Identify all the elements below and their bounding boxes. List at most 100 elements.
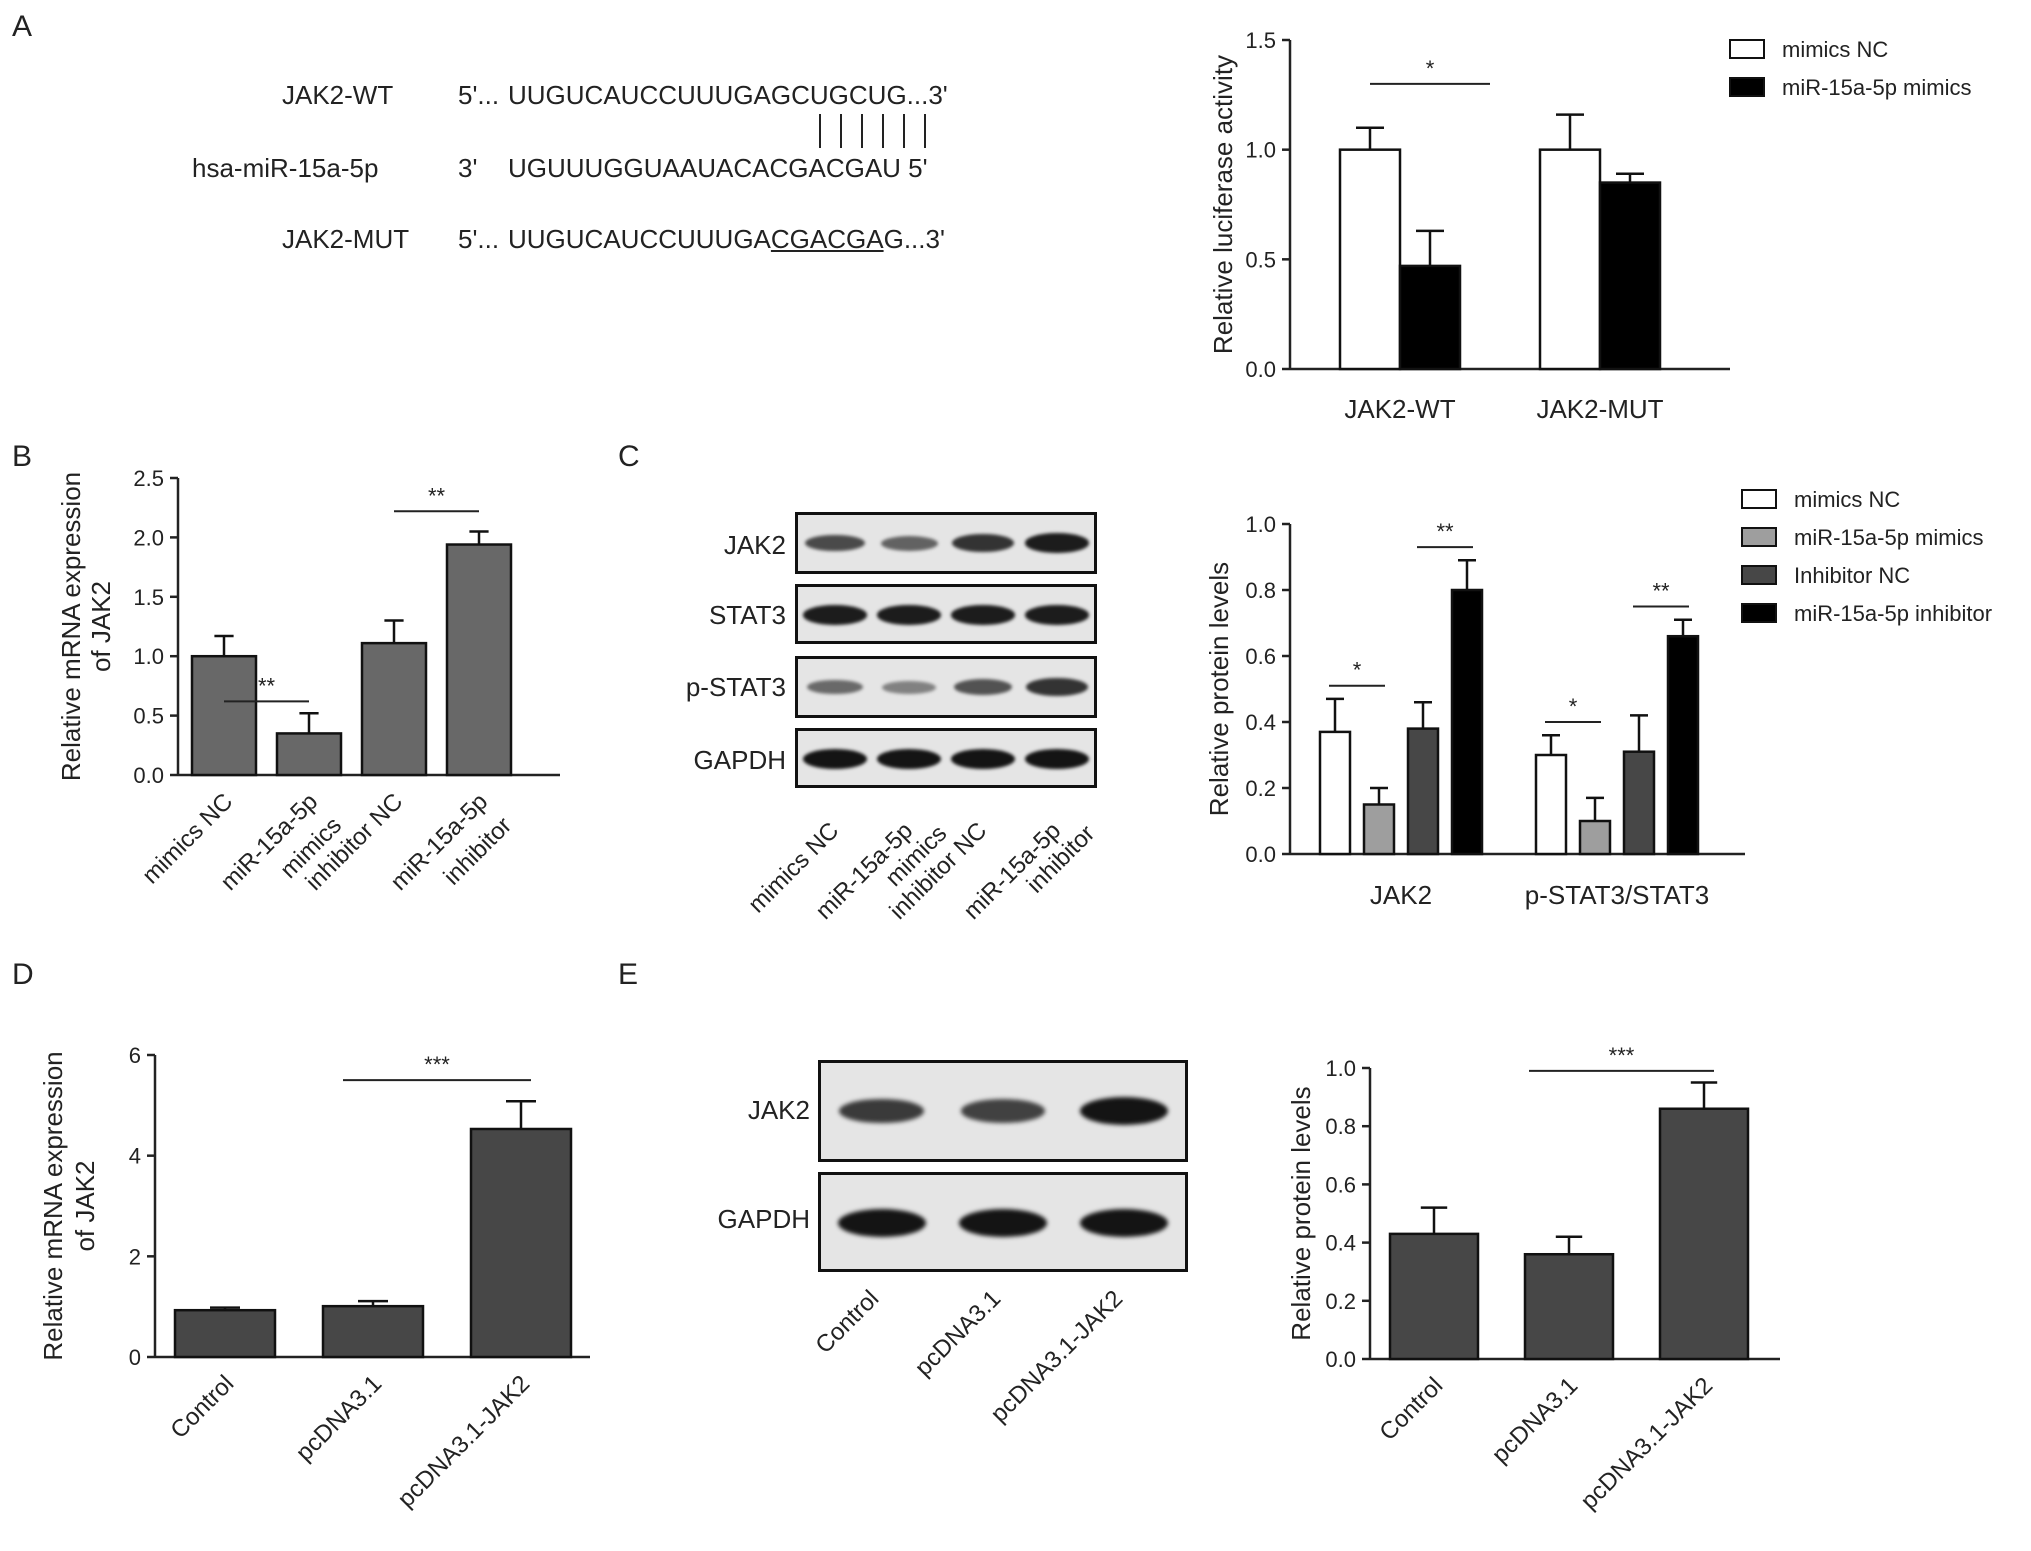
- y-axis-title: Relative mRNA expression: [38, 1051, 68, 1360]
- bar: [1523, 1252, 1615, 1361]
- protein-band: [951, 749, 1015, 769]
- blot-lane-label: pcDNA3.1: [910, 1285, 1006, 1381]
- legend-swatch: [1729, 39, 1765, 59]
- y-tick-label: 0: [129, 1345, 141, 1370]
- blot-lane-label: miR-15a-5pinhibitor: [958, 802, 1100, 944]
- blot-row-label: STAT3: [708, 600, 786, 630]
- protein-band: [881, 680, 937, 694]
- x-category-label: JAK2-MUT: [1536, 394, 1663, 424]
- legend-label: miR-15a-5p inhibitor: [1794, 601, 1992, 626]
- panel-label-c: C: [618, 440, 640, 473]
- protein-band: [803, 605, 867, 625]
- bar: [173, 1308, 277, 1359]
- blot-row-label: JAK2: [747, 1095, 810, 1125]
- significance-marker: ***: [424, 1052, 450, 1077]
- significance-marker: ***: [1609, 1043, 1635, 1068]
- seq-row-sequence: UUGUCAUCCUUUGAGCUGCUG...3': [508, 80, 948, 110]
- legend-label: mimics NC: [1782, 37, 1888, 62]
- bar: [469, 1127, 573, 1359]
- x-category-label: JAK2: [1370, 880, 1432, 910]
- y-tick-label: 2: [129, 1244, 141, 1269]
- x-category-label: Control: [165, 1370, 239, 1444]
- seq-row-sequence: UGUUUGGUAAUACACGACGAU 5': [508, 153, 928, 183]
- protein-band: [1025, 605, 1089, 625]
- y-tick-label: 1.0: [1245, 512, 1276, 537]
- protein-band: [803, 749, 867, 769]
- bar: [445, 543, 513, 777]
- seq-mutated-site: CGACGA: [770, 224, 884, 254]
- blot-row-label: p-STAT3: [685, 672, 786, 702]
- bar: [1406, 727, 1440, 856]
- significance-marker: **: [258, 673, 276, 698]
- y-axis-title: Relative protein levels: [1204, 562, 1234, 816]
- x-category-label: pcDNA3.1-JAK2: [1576, 1372, 1719, 1515]
- protein-band: [1080, 1209, 1169, 1237]
- significance-marker: *: [1426, 56, 1435, 81]
- panel-label-a: A: [12, 10, 33, 43]
- panel-label-e: E: [618, 958, 639, 991]
- y-tick-label: 0.8: [1245, 578, 1276, 603]
- seq-row-prefix: 3': [458, 153, 478, 183]
- y-tick-label: 0.4: [1245, 710, 1276, 735]
- x-category-label: Control: [1374, 1372, 1448, 1446]
- blot-strip-e-jak2: [818, 1060, 1188, 1162]
- seq-row-prefix: 5'...: [458, 80, 500, 110]
- significance-marker: *: [1353, 658, 1362, 683]
- protein-band: [960, 1099, 1046, 1123]
- y-tick-label: 0.0: [1325, 1347, 1356, 1372]
- legend-swatch: [1729, 77, 1765, 97]
- x-category-label: pcDNA3.1: [1487, 1372, 1583, 1468]
- blot-strip-jak2: [795, 512, 1097, 574]
- seq-unmutated-start: UUGUCAUCCUUUGA: [508, 224, 771, 254]
- legend-swatch: [1741, 603, 1777, 623]
- base-pairing-lines: [818, 114, 928, 148]
- bar: [1622, 750, 1656, 856]
- seq-unmutated-end: G...3': [883, 224, 945, 254]
- blot-strip-e-gapdh: [818, 1172, 1188, 1272]
- seq-row-name: hsa-miR-15a-5p: [192, 153, 379, 183]
- y-tick-label: 1.0: [133, 644, 164, 669]
- legend-swatch: [1741, 527, 1777, 547]
- y-axis-title: of JAK2: [86, 581, 116, 672]
- protein-band: [805, 534, 865, 552]
- y-tick-label: 1.5: [133, 585, 164, 610]
- bar: [360, 641, 428, 777]
- panel-label-b: B: [12, 440, 33, 473]
- y-tick-label: 0.2: [1325, 1289, 1356, 1314]
- bar: [1534, 753, 1568, 856]
- blot-row-label: JAK2: [723, 530, 786, 560]
- protein-band: [1025, 749, 1089, 769]
- y-axis-title: Relative protein levels: [1286, 1086, 1316, 1340]
- y-tick-label: 4: [129, 1144, 141, 1169]
- y-tick-label: 0.6: [1245, 644, 1276, 669]
- y-tick-label: 0.8: [1325, 1114, 1356, 1139]
- legend-label: miR-15a-5p mimics: [1794, 525, 1983, 550]
- legend-label: mimics NC: [1794, 487, 1900, 512]
- seq-row-sequence: UUGUCAUCCUUUGACGACGAG...3': [508, 224, 945, 255]
- y-tick-label: 0.6: [1325, 1172, 1356, 1197]
- protein-band: [1025, 533, 1089, 553]
- y-tick-label: 0.0: [1245, 842, 1276, 867]
- legend-label: Inhibitor NC: [1794, 563, 1910, 588]
- y-tick-label: 0.4: [1325, 1231, 1356, 1256]
- protein-band: [880, 535, 938, 551]
- y-tick-label: 0.0: [1245, 357, 1276, 382]
- significance-marker: *: [1569, 694, 1578, 719]
- significance-marker: **: [1436, 519, 1454, 544]
- protein-band: [806, 679, 864, 695]
- bar: [1450, 588, 1484, 856]
- legend-label: miR-15a-5p mimics: [1782, 75, 1971, 100]
- y-tick-label: 0.2: [1245, 776, 1276, 801]
- y-axis-title: Relative mRNA expression: [56, 472, 86, 781]
- bar: [1362, 803, 1396, 856]
- bar: [1666, 634, 1700, 856]
- bar: [1318, 730, 1352, 856]
- bar: [321, 1304, 425, 1359]
- panel-label-d: D: [12, 958, 34, 991]
- protein-band: [1026, 678, 1088, 696]
- y-tick-label: 0.0: [133, 763, 164, 788]
- seq-row-prefix: 5'...: [458, 224, 500, 254]
- y-tick-label: 1.0: [1325, 1056, 1356, 1081]
- x-category-label: p-STAT3/STAT3: [1525, 880, 1709, 910]
